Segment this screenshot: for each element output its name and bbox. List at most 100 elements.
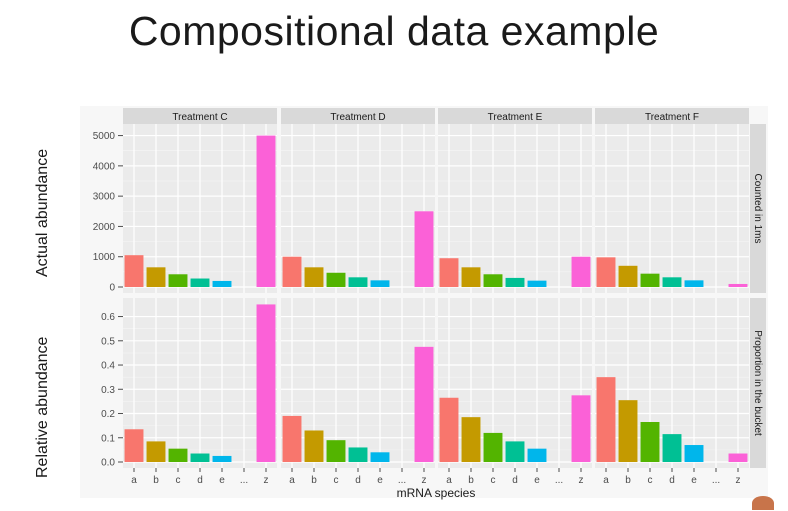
- x-tick-label: a: [131, 475, 137, 486]
- x-tick-label: d: [669, 475, 675, 486]
- facet-strip-treatment-e: [438, 108, 592, 124]
- x-tick-label: b: [625, 475, 631, 486]
- pointer-hand-icon: [752, 496, 774, 510]
- bar-counted-in-1ms-treatment-c-b: [146, 267, 166, 287]
- bar-proportion-in-the-bucket-treatment-e-b: [461, 417, 481, 462]
- bar-proportion-in-the-bucket-treatment-d-c: [326, 440, 346, 462]
- y-tick-label: 3000: [93, 192, 116, 203]
- x-tick-label: c: [176, 475, 181, 486]
- facet-strip-treatment-f: [595, 108, 749, 124]
- x-tick-label: e: [219, 475, 225, 486]
- bar-proportion-in-the-bucket-treatment-d-b: [304, 430, 324, 462]
- y-tick-label: 0.5: [101, 336, 115, 347]
- row-strip-proportion-in-the-bucket: [750, 298, 766, 468]
- bar-proportion-in-the-bucket-treatment-f-z: [728, 453, 748, 462]
- bar-proportion-in-the-bucket-treatment-c-z: [256, 304, 276, 462]
- bar-proportion-in-the-bucket-treatment-d-a: [282, 415, 302, 462]
- x-tick-label: z: [422, 475, 427, 486]
- bar-counted-in-1ms-treatment-f-b: [618, 265, 638, 287]
- bar-proportion-in-the-bucket-treatment-e-d: [505, 441, 525, 462]
- facet-strip-label: Treatment C: [172, 112, 227, 123]
- bar-counted-in-1ms-treatment-e-z: [571, 256, 591, 287]
- row-strip-counted-in-1ms: [750, 124, 766, 293]
- slide-title: Compositional data example: [128, 8, 660, 54]
- bar-counted-in-1ms-treatment-c-z: [256, 135, 276, 287]
- x-tick-label: b: [311, 475, 317, 486]
- bar-counted-in-1ms-treatment-d-b: [304, 267, 324, 287]
- bar-proportion-in-the-bucket-treatment-c-d: [190, 453, 210, 462]
- bar-counted-in-1ms-treatment-e-b: [461, 267, 481, 287]
- x-tick-label: c: [491, 475, 496, 486]
- bar-counted-in-1ms-treatment-d-a: [282, 256, 302, 287]
- x-tick-label: a: [603, 475, 609, 486]
- row-strip-label: Proportion in the bucket: [752, 330, 763, 436]
- y-tick-label: 5000: [93, 131, 116, 142]
- x-tick-label: a: [446, 475, 452, 486]
- x-tick-label: ...: [240, 475, 248, 486]
- bar-counted-in-1ms-treatment-d-d: [348, 277, 368, 287]
- x-tick-label: z: [264, 475, 269, 486]
- x-tick-label: a: [289, 475, 295, 486]
- y-tick-label: 1000: [93, 252, 116, 263]
- x-tick-label: ...: [712, 475, 720, 486]
- facet-strip-label: Treatment F: [645, 112, 699, 123]
- bar-counted-in-1ms-treatment-e-a: [439, 258, 459, 287]
- x-tick-label: b: [153, 475, 159, 486]
- y-tick-label: 0.0: [101, 458, 115, 469]
- bar-counted-in-1ms-treatment-c-c: [168, 274, 188, 287]
- bar-proportion-in-the-bucket-treatment-c-c: [168, 448, 188, 462]
- bar-proportion-in-the-bucket-treatment-f-c: [640, 422, 660, 462]
- bar-counted-in-1ms-treatment-c-a: [124, 255, 144, 287]
- x-tick-label: ...: [398, 475, 406, 486]
- bar-proportion-in-the-bucket-treatment-d-d: [348, 447, 368, 462]
- x-tick-label: d: [355, 475, 361, 486]
- facet-strip-label: Treatment E: [488, 112, 543, 123]
- x-tick-label: d: [512, 475, 518, 486]
- bar-counted-in-1ms-treatment-d-c: [326, 272, 346, 287]
- bar-counted-in-1ms-treatment-f-d: [662, 277, 682, 287]
- x-tick-label: z: [736, 475, 741, 486]
- x-tick-label: ...: [555, 475, 563, 486]
- bar-proportion-in-the-bucket-treatment-e-c: [483, 432, 503, 462]
- x-tick-label: d: [197, 475, 203, 486]
- facet-strip-treatment-d: [281, 108, 435, 124]
- y-tick-label: 0: [109, 283, 115, 294]
- bar-counted-in-1ms-treatment-e-d: [505, 277, 525, 287]
- bar-counted-in-1ms-treatment-d-z: [414, 211, 434, 287]
- bar-proportion-in-the-bucket-treatment-c-e: [212, 455, 232, 462]
- row-strip-label: Counted in 1ms: [752, 173, 763, 243]
- bar-proportion-in-the-bucket-treatment-c-a: [124, 429, 144, 462]
- y-tick-label: 0.4: [101, 361, 115, 372]
- y-tick-label: 0.2: [101, 409, 115, 420]
- bar-proportion-in-the-bucket-treatment-f-b: [618, 400, 638, 462]
- x-tick-label: e: [377, 475, 383, 486]
- y-tick-label: 4000: [93, 161, 116, 172]
- facet-strip-treatment-c: [123, 108, 277, 124]
- bar-proportion-in-the-bucket-treatment-e-a: [439, 397, 459, 462]
- bar-proportion-in-the-bucket-treatment-e-e: [527, 448, 547, 462]
- bar-counted-in-1ms-treatment-e-e: [527, 280, 547, 287]
- x-tick-label: b: [468, 475, 474, 486]
- bar-proportion-in-the-bucket-treatment-e-z: [571, 395, 591, 462]
- bar-proportion-in-the-bucket-treatment-f-d: [662, 434, 682, 462]
- bar-proportion-in-the-bucket-treatment-f-a: [596, 377, 616, 462]
- y-tick-label: 0.3: [101, 385, 115, 396]
- bar-counted-in-1ms-treatment-f-a: [596, 257, 616, 287]
- bar-proportion-in-the-bucket-treatment-d-e: [370, 452, 390, 462]
- bar-counted-in-1ms-treatment-f-c: [640, 273, 660, 287]
- bar-counted-in-1ms-treatment-d-e: [370, 280, 390, 287]
- bar-counted-in-1ms-treatment-c-d: [190, 278, 210, 287]
- bar-proportion-in-the-bucket-treatment-d-z: [414, 346, 434, 462]
- y-tick-label: 0.1: [101, 433, 115, 444]
- bar-counted-in-1ms-treatment-f-z: [728, 283, 748, 287]
- x-tick-label: c: [648, 475, 653, 486]
- bar-counted-in-1ms-treatment-c-e: [212, 280, 232, 287]
- x-tick-label: e: [534, 475, 540, 486]
- facet-strip-label: Treatment D: [330, 112, 385, 123]
- bar-proportion-in-the-bucket-treatment-c-b: [146, 441, 166, 462]
- x-tick-label: c: [334, 475, 339, 486]
- x-axis-title: mRNA species: [397, 486, 476, 500]
- y-tick-label: 0.6: [101, 312, 115, 323]
- y-tick-label: 2000: [93, 222, 116, 233]
